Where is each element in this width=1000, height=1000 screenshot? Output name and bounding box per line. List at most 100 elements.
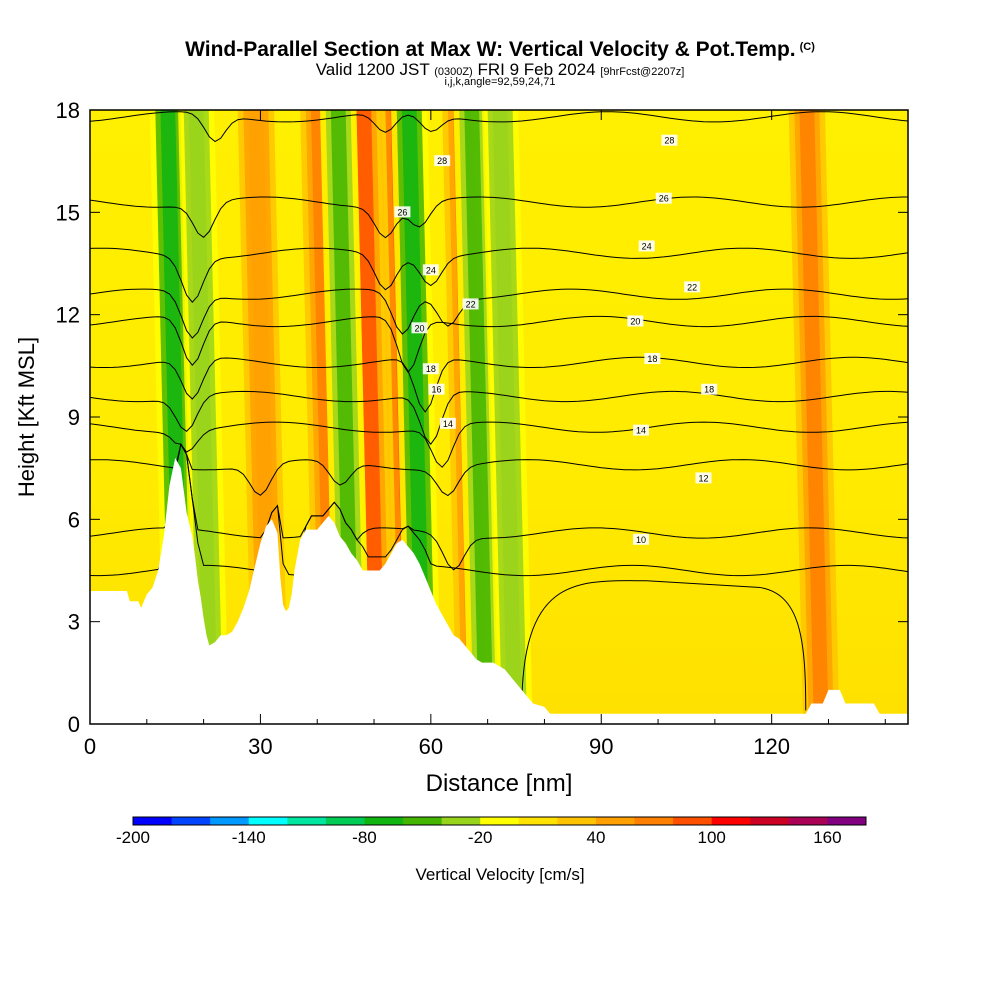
y-tick-label: 9 — [68, 405, 80, 430]
contour-label-14: 14 — [439, 417, 456, 429]
contour-label-16: 16 — [428, 383, 445, 395]
svg-text:18: 18 — [647, 354, 657, 364]
contour-label-28: 28 — [661, 134, 678, 146]
contour-label-20: 20 — [627, 315, 644, 327]
svg-text:12: 12 — [698, 473, 708, 483]
theta-contour-8 — [90, 442, 908, 577]
contour-label-14: 14 — [633, 424, 650, 436]
valid-utc: (0300Z) — [434, 66, 473, 78]
colorbar-swatch — [750, 817, 790, 825]
colorbar-swatch — [673, 817, 713, 825]
contour-label-18: 18 — [644, 353, 661, 365]
colorbar-tick-label: 160 — [813, 828, 841, 847]
colorbar-swatch — [480, 817, 520, 825]
colorbar-swatch — [171, 817, 211, 825]
x-axis-label: Distance [nm] — [426, 770, 573, 797]
theta-contour-12 — [90, 442, 908, 497]
colorbar-label: Vertical Velocity [cm/s] — [415, 865, 584, 884]
theta-contour-10 — [90, 442, 908, 571]
contour-label-12: 12 — [695, 472, 712, 484]
colorbar-swatch — [287, 817, 327, 825]
contour-label-24: 24 — [422, 264, 439, 276]
x-tick-label: 60 — [419, 734, 443, 759]
colorbar-frame — [132, 816, 867, 826]
colorbar-swatch — [364, 817, 404, 825]
y-tick-label: 6 — [68, 507, 80, 532]
colorbar-swatch — [518, 817, 558, 825]
theta-contour-22 — [90, 288, 908, 339]
downdraft-band — [188, 110, 218, 724]
svg-text:10: 10 — [636, 535, 646, 545]
forecast-info: [9hrFcst@2207z] — [600, 66, 685, 78]
colorbar-swatch — [788, 817, 828, 825]
colorbar-tick-label: -140 — [232, 828, 266, 847]
svg-text:26: 26 — [659, 194, 669, 204]
colorbar-tick-label: -80 — [352, 828, 377, 847]
theta-contour-16 — [90, 390, 908, 446]
downdraft-column — [481, 110, 533, 724]
section-params: i,j,k,angle=92,59,24,71 — [444, 76, 556, 88]
colorbar-swatch — [403, 817, 443, 825]
svg-text:20: 20 — [630, 316, 640, 326]
colorbar-swatch — [441, 817, 481, 825]
x-tick-label: 120 — [753, 734, 790, 759]
contour-label-22: 22 — [684, 281, 701, 293]
y-axis-label: Height [Kft MSL] — [14, 337, 39, 497]
colorbar-swatch — [827, 817, 867, 825]
contour-label-28: 28 — [434, 155, 451, 167]
colorbar-tick-label: 40 — [586, 828, 605, 847]
svg-text:24: 24 — [426, 265, 436, 275]
contour-label-18: 18 — [422, 363, 439, 375]
theta-contour-14 — [90, 421, 908, 468]
y-tick-label: 0 — [68, 712, 80, 737]
contour-label-26: 26 — [655, 192, 672, 204]
colorbar-tick-label: 100 — [697, 828, 725, 847]
svg-text:18: 18 — [426, 364, 436, 374]
svg-text:22: 22 — [466, 299, 476, 309]
copyright-mark: (C) — [799, 41, 815, 53]
contour-label-22: 22 — [462, 298, 479, 310]
valid-date: FRI 9 Feb 2024 — [477, 60, 596, 79]
valid-time-line: Valid 1200 JST (0300Z) FRI 9 Feb 2024 [9… — [0, 60, 1000, 80]
svg-text:26: 26 — [397, 207, 407, 217]
colorbar-swatch — [711, 817, 751, 825]
theta-contour-24 — [90, 247, 908, 303]
colorbar-swatch — [634, 817, 674, 825]
terrain-mask — [90, 457, 908, 724]
svg-text:14: 14 — [443, 419, 453, 429]
y-tick-label: 18 — [56, 98, 80, 123]
chart-title: Wind-Parallel Section at Max W: Vertical… — [185, 38, 815, 61]
svg-text:14: 14 — [636, 426, 646, 436]
svg-text:20: 20 — [414, 323, 424, 333]
updraft-column — [788, 110, 840, 724]
svg-text:28: 28 — [437, 156, 447, 166]
y-tick-label: 3 — [68, 610, 80, 635]
valid-prefix: Valid 1200 JST — [315, 60, 430, 79]
colorbar-swatch — [325, 817, 365, 825]
y-tick-label: 15 — [56, 200, 80, 225]
colorbar-swatch — [557, 817, 597, 825]
colorbar-swatch — [210, 817, 250, 825]
downdraft-band — [464, 110, 494, 724]
svg-text:16: 16 — [432, 385, 442, 395]
colorbar-tick-label: -200 — [116, 828, 150, 847]
x-tick-label: 30 — [248, 734, 272, 759]
svg-text:22: 22 — [687, 282, 697, 292]
theta-contour-20 — [90, 315, 908, 374]
colorbar-swatch — [248, 817, 288, 825]
colorbar-swatch — [595, 817, 636, 825]
x-tick-label: 90 — [589, 734, 613, 759]
svg-text:24: 24 — [642, 241, 652, 251]
contour-label-20: 20 — [411, 322, 428, 334]
contour-label-18: 18 — [701, 383, 718, 395]
theta-contour-26 — [90, 196, 908, 239]
colorbar-tick-label: -20 — [468, 828, 493, 847]
theta-contour-18 — [90, 356, 908, 413]
contour-label-26: 26 — [394, 206, 411, 218]
contour-label-10: 10 — [633, 533, 650, 545]
svg-text:28: 28 — [664, 136, 674, 146]
downdraft-column — [178, 110, 229, 724]
svg-text:18: 18 — [704, 385, 714, 395]
